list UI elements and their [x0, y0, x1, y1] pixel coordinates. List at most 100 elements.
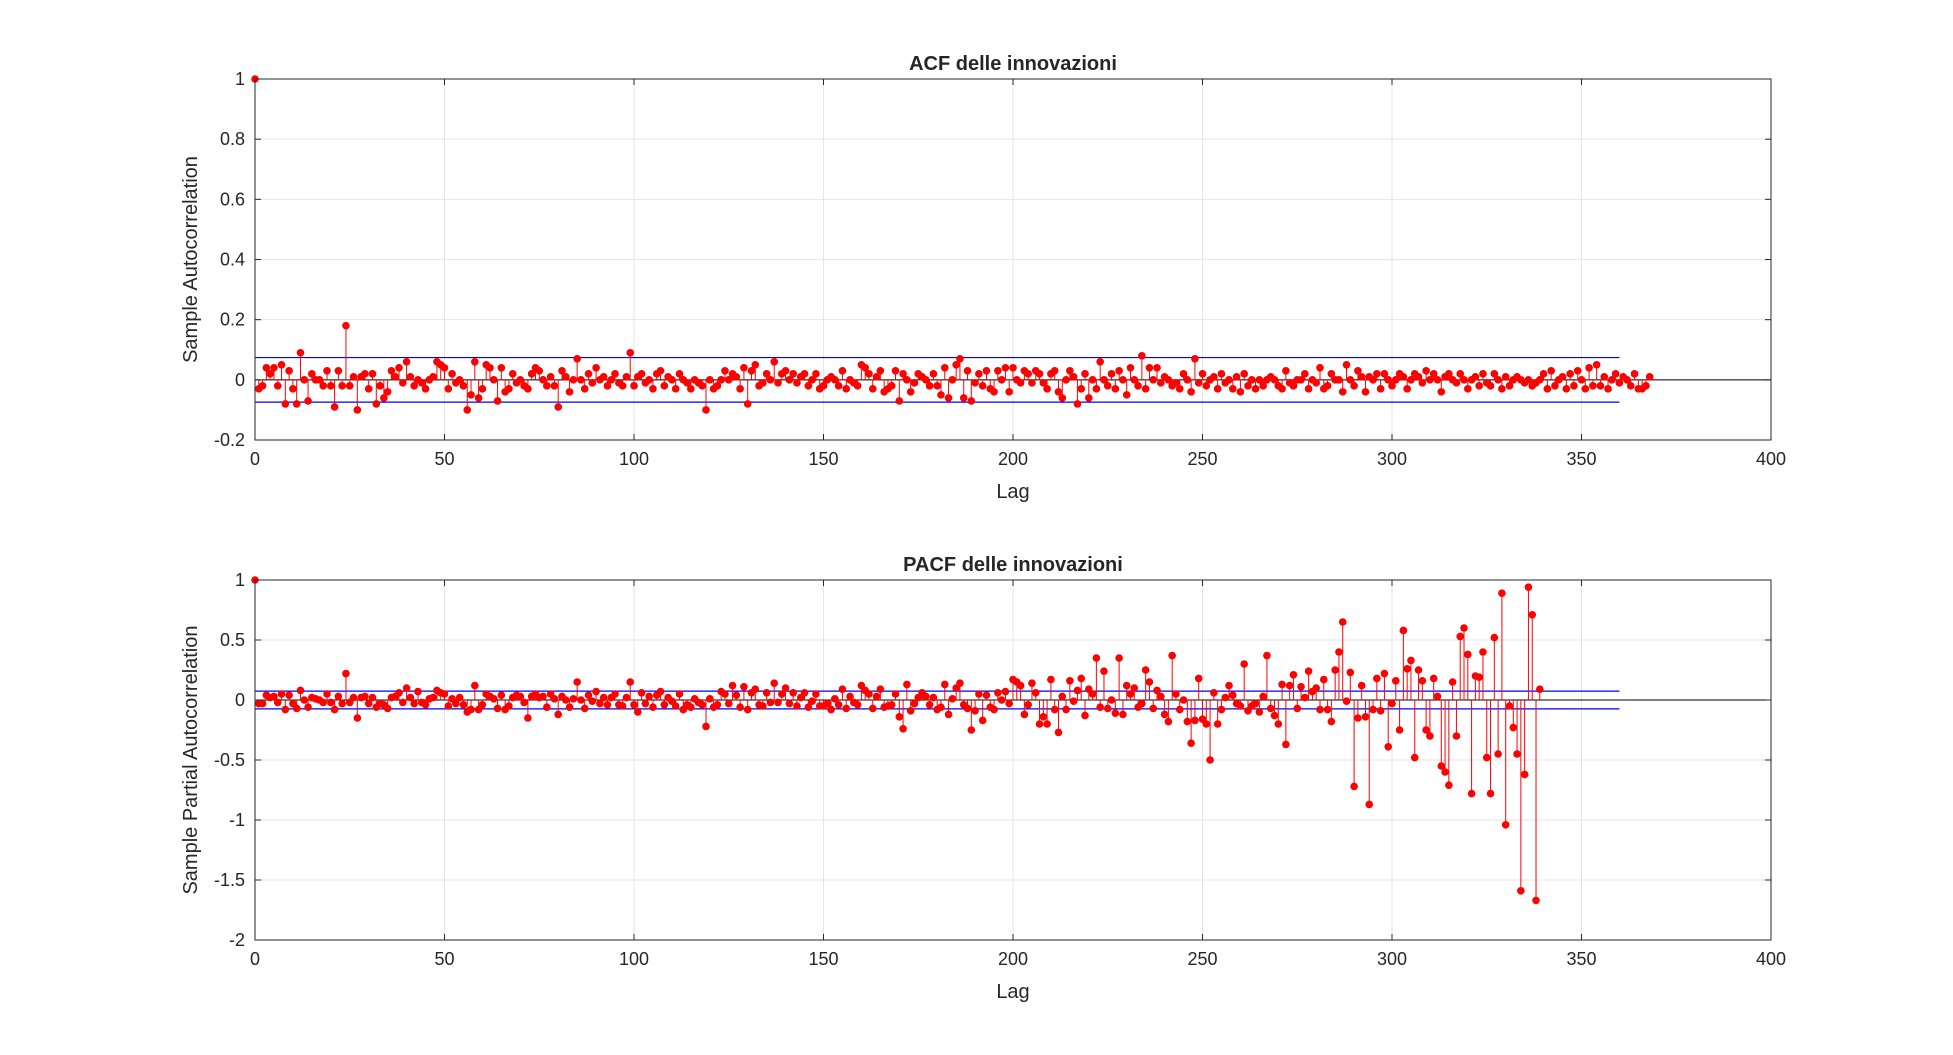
pacf-x-tick-label: 0	[250, 949, 260, 969]
acf-stem-marker	[1433, 376, 1442, 384]
pacf-stem-marker	[812, 690, 820, 698]
pacf-stem-marker	[1376, 707, 1385, 715]
pacf-stem-marker	[1020, 710, 1029, 719]
acf-stem-marker	[327, 382, 335, 390]
pacf-stem-marker	[1217, 705, 1226, 714]
pacf-stem-marker	[1293, 704, 1302, 713]
pacf-stem-marker	[543, 703, 551, 711]
acf-stem-marker	[800, 370, 809, 378]
acf-stem-marker	[1577, 376, 1586, 384]
acf-stem-marker	[1043, 385, 1051, 393]
acf-stem-marker	[1050, 367, 1059, 375]
acf-stem-marker	[831, 376, 839, 384]
pacf-stem-marker	[1327, 717, 1336, 726]
acf-stem-marker	[743, 400, 752, 408]
pacf-stem-marker	[789, 689, 797, 697]
acf-stem-marker	[1236, 388, 1245, 396]
pacf-stem-marker	[292, 704, 301, 713]
pacf-stem-marker	[1407, 656, 1415, 665]
pacf-stem-marker	[1066, 677, 1074, 685]
pacf-stem-marker	[1028, 679, 1036, 687]
acf-x-tick-label: 400	[1756, 449, 1786, 469]
acf-stem-marker	[508, 370, 517, 378]
pacf-stem-marker	[1278, 680, 1286, 689]
acf-stem-marker	[338, 382, 346, 390]
pacf-stem-marker	[1255, 708, 1264, 716]
acf-stem-marker	[486, 364, 494, 372]
acf-stem-marker	[569, 376, 578, 384]
acf-stem-marker	[630, 382, 638, 390]
pacf-stem-marker	[728, 681, 737, 690]
acf-stem-marker	[804, 382, 813, 390]
pacf-stem-marker	[1448, 678, 1457, 686]
pacf-stem-marker	[1266, 704, 1275, 713]
acf-stem-marker	[1615, 379, 1624, 387]
acf-stem-marker	[323, 367, 331, 375]
pacf-stem-marker	[808, 697, 816, 705]
pacf-stem-marker	[1016, 681, 1025, 690]
pacf-stem-marker	[853, 701, 862, 709]
pacf-stem-marker	[1202, 720, 1211, 728]
acf-stem-marker	[789, 370, 797, 378]
acf-stem-marker	[592, 364, 600, 372]
acf-stem-marker	[1604, 385, 1612, 393]
pacf-stem-marker	[334, 692, 343, 701]
pacf-stem-marker	[1346, 668, 1355, 677]
acf-stem-marker	[929, 370, 938, 378]
acf-stem-marker	[1301, 370, 1309, 378]
acf-stem-marker	[1085, 394, 1093, 402]
acf-stem-marker	[793, 379, 801, 387]
acf-stem-marker	[948, 376, 957, 384]
pacf-stem-marker	[1316, 705, 1324, 714]
acf-stem-marker	[1407, 376, 1415, 384]
pacf-stem-marker	[622, 693, 631, 702]
pacf-stem-marker	[1319, 675, 1328, 684]
acf-stem-marker	[1611, 370, 1620, 378]
pacf-stem-marker	[1422, 726, 1430, 734]
pacf-stem-marker	[1513, 750, 1521, 758]
acf-stem-marker	[546, 373, 555, 381]
pacf-stem-marker	[994, 689, 1002, 697]
acf-stem-marker	[565, 388, 574, 396]
pacf-stem-marker	[906, 707, 915, 715]
acf-stem-marker	[573, 354, 581, 363]
pacf-stem-marker	[539, 692, 547, 701]
acf-stem-marker	[1547, 367, 1555, 375]
acf-stem-marker	[1255, 376, 1264, 384]
pacf-stem-marker	[743, 705, 752, 714]
pacf-stem-marker	[649, 703, 657, 711]
pacf-stem-marker	[1524, 583, 1533, 591]
pacf-stem-marker	[1467, 789, 1476, 798]
acf-stem-marker	[292, 400, 301, 408]
acf-stem-marker	[1342, 360, 1351, 369]
pacf-stem-marker	[1297, 683, 1305, 691]
acf-stem-marker	[270, 364, 278, 372]
acf-stem-marker	[1452, 379, 1461, 387]
pacf-stem-marker	[785, 699, 794, 708]
acf-stem-marker	[1039, 379, 1048, 387]
acf-stem-marker	[1418, 379, 1427, 387]
acf-stem-marker	[1539, 370, 1548, 378]
pacf-stem-marker	[774, 698, 782, 707]
acf-stem-marker	[1157, 379, 1165, 387]
acf-stem-marker	[561, 373, 570, 381]
acf-stem-marker	[1626, 382, 1635, 390]
pacf-stem-marker	[1206, 756, 1214, 764]
acf-y-tick-label: 0.2	[220, 310, 245, 330]
pacf-stem-marker	[1229, 691, 1237, 699]
pacf-stem-marker	[611, 690, 619, 698]
acf-stem-marker	[1426, 376, 1434, 384]
pacf-stem-marker	[319, 698, 328, 707]
pacf-stem-marker	[899, 725, 907, 733]
acf-stem-marker	[1107, 370, 1116, 378]
acf-stem-marker	[296, 348, 305, 357]
acf-stem-marker	[429, 373, 437, 381]
pacf-stem-marker	[368, 693, 377, 702]
pacf-stem-marker	[383, 704, 392, 713]
acf-stem-marker	[315, 376, 324, 384]
pacf-stem-marker	[1482, 753, 1491, 762]
pacf-stem-marker	[1210, 689, 1218, 697]
pacf-stem-marker	[414, 687, 422, 696]
acf-stem-marker	[1149, 376, 1158, 384]
acf-stem-marker	[1464, 385, 1472, 393]
